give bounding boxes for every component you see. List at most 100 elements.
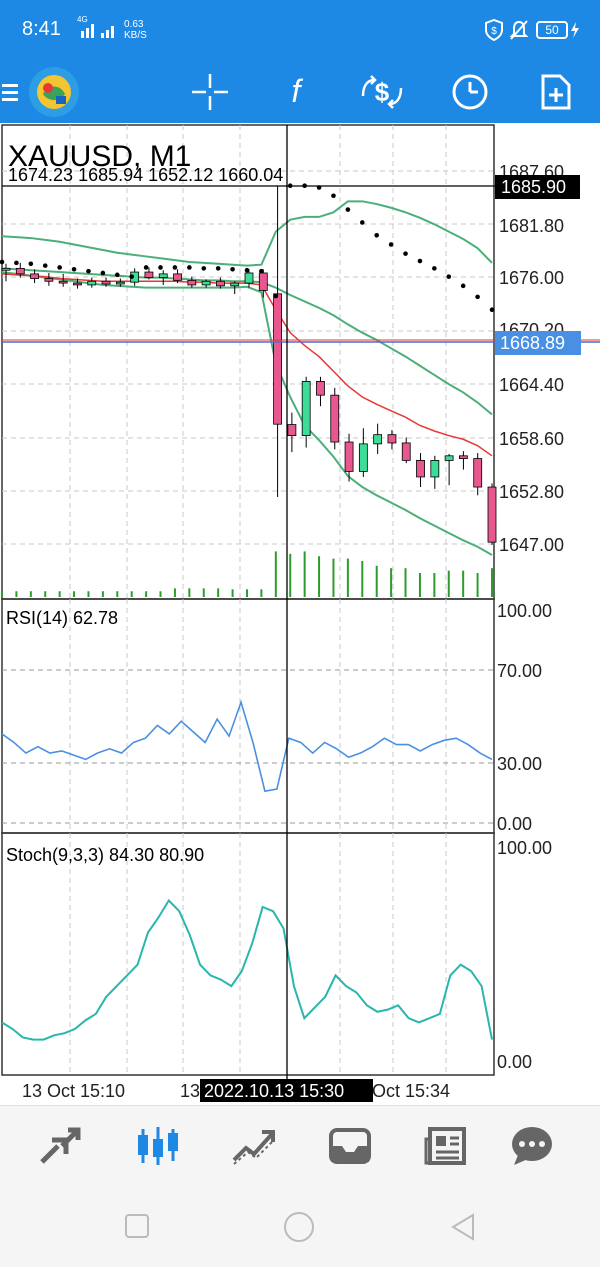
price-label: 1652.80 <box>499 482 564 502</box>
nav-chart[interactable] <box>118 1106 198 1186</box>
time-label: 13 Oct 15:10 <box>22 1081 125 1101</box>
clock-icon <box>452 74 488 109</box>
candle-body <box>244 272 254 284</box>
sar-dot <box>172 265 178 270</box>
candle-body <box>101 280 111 285</box>
candle-body <box>387 434 397 444</box>
sar-dot <box>100 270 106 276</box>
candle-body <box>459 455 468 459</box>
crosshair-time: 2022.10.13 15:30 <box>204 1081 344 1101</box>
price-label: 1676.00 <box>499 268 564 288</box>
candle-body <box>416 459 425 478</box>
svg-text:$: $ <box>491 26 497 37</box>
candle-body <box>115 281 125 285</box>
price-label: 1681.80 <box>499 216 564 236</box>
bottom-navigation <box>0 1105 600 1185</box>
menu-button[interactable] <box>0 60 22 123</box>
symbol-title: XAUUSD, M1 <box>8 140 191 173</box>
sar-dot <box>475 294 480 300</box>
recent-apps-icon[interactable] <box>124 1213 150 1239</box>
rsi-title: RSI(14) 62.78 <box>6 608 118 628</box>
sar-dot <box>331 193 336 199</box>
sar-dot <box>71 267 77 272</box>
candle-body <box>58 280 68 284</box>
crosshair-price-tag <box>495 175 580 199</box>
candle-body <box>430 459 440 478</box>
time-label: 13 <box>180 1081 200 1101</box>
app-logo-button[interactable] <box>26 60 82 123</box>
chart-canvas[interactable]: XAUUSD, M1 1674.23 1685.94 1652.12 1660.… <box>0 123 600 1105</box>
status-bar: 8:41 4G 0.63 KB/S $ 50 <box>0 0 600 60</box>
trade-icon: $ <box>361 74 403 109</box>
candle-body <box>87 280 97 286</box>
candle-body <box>216 280 225 287</box>
sar-dot <box>158 265 163 270</box>
inbox-icon <box>329 1128 371 1164</box>
chart-area[interactable]: XAUUSD, M1 1674.23 1685.94 1652.12 1660.… <box>0 123 600 1105</box>
system-navigation-bar <box>0 1185 600 1267</box>
candle-body <box>44 278 54 282</box>
bb-lower-line <box>1 271 493 556</box>
sar-dot <box>259 268 264 274</box>
price-label: 1664.40 <box>499 375 564 395</box>
quotes-icon <box>40 1127 81 1164</box>
candle-body <box>201 280 211 286</box>
candle-body <box>258 272 268 291</box>
sar-dot <box>86 268 91 274</box>
crosshair-button[interactable] <box>180 60 240 123</box>
indicators-button[interactable]: f <box>266 60 326 123</box>
volume-bars <box>1 551 493 597</box>
trade-button[interactable]: $ <box>352 60 412 123</box>
candle-body <box>330 394 340 443</box>
trend-icon <box>232 1130 275 1165</box>
chat-icon <box>512 1127 552 1165</box>
nav-news[interactable] <box>406 1106 486 1186</box>
rsi-level-label: 0.00 <box>497 814 532 834</box>
crosshair-time-tag <box>200 1079 373 1102</box>
sar-dot <box>359 220 365 225</box>
timeframe-button[interactable] <box>440 60 500 123</box>
battery-icon: 50 <box>536 21 568 39</box>
candle-body <box>144 271 154 278</box>
bb-upper-line <box>1 200 493 267</box>
candle-body <box>316 380 325 396</box>
sar-dot <box>57 265 62 270</box>
new-order-button[interactable] <box>526 60 586 123</box>
candle-body <box>444 455 454 461</box>
candle-body <box>187 279 197 286</box>
sar-dot <box>489 307 495 313</box>
candle-body <box>487 486 497 543</box>
network-type: 4G <box>77 15 88 24</box>
parabolic-sar <box>0 183 495 313</box>
add-document-icon <box>541 74 571 109</box>
ohlc-values: 1674.23 1685.94 1652.12 1660.04 <box>8 165 283 185</box>
charging-icon <box>571 22 579 38</box>
candle-body <box>15 267 25 275</box>
bid-price-tag <box>495 331 581 355</box>
candle-body <box>301 380 311 436</box>
network-speed: 0.63 KB/S <box>124 19 147 41</box>
candles <box>1 186 497 545</box>
signal-icon <box>81 24 114 38</box>
nav-history[interactable] <box>310 1106 390 1186</box>
sar-dot <box>0 259 5 265</box>
nav-quotes[interactable] <box>20 1106 100 1186</box>
toolbar: f $ <box>0 60 600 123</box>
nav-messages[interactable] <box>492 1106 572 1186</box>
home-icon[interactable] <box>283 1211 315 1243</box>
sar-dot <box>446 274 452 279</box>
stoch-title: Stoch(9,3,3) 84.30 80.90 <box>6 845 204 865</box>
crosshair-icon <box>192 73 228 110</box>
nav-trade[interactable] <box>214 1106 294 1186</box>
price-label: 1658.60 <box>499 429 564 449</box>
candle-body <box>73 282 82 286</box>
news-icon <box>424 1127 466 1165</box>
candle-body <box>373 434 383 445</box>
sar-dot <box>129 274 135 279</box>
sar-dot <box>230 267 235 272</box>
menu-icon <box>2 83 18 101</box>
back-icon[interactable] <box>449 1212 477 1242</box>
rsi-line <box>1 699 493 793</box>
app-logo-icon <box>29 66 79 117</box>
function-icon: f <box>292 74 304 109</box>
